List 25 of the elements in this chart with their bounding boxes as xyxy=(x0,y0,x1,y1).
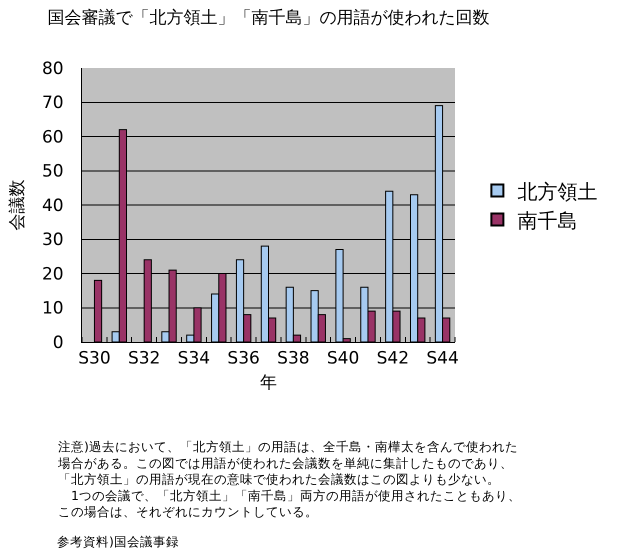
x-tick-label: S44 xyxy=(426,348,459,368)
y-tick-label: 80 xyxy=(42,58,64,79)
y-tick-label: 30 xyxy=(42,230,64,250)
y-tick-label: 10 xyxy=(42,298,64,319)
y-tick-label: 60 xyxy=(42,127,64,148)
x-tick-label: S36 xyxy=(227,348,260,368)
text: 参考資料)国会議事録 xyxy=(57,534,179,549)
y-tick-label: 20 xyxy=(42,264,64,284)
x-tick-label: S38 xyxy=(277,348,310,368)
x-tick-label: S40 xyxy=(326,348,360,368)
legend-label: 南千島 xyxy=(517,208,578,232)
x-axis-title: 年 xyxy=(260,372,277,393)
text: 注意)過去において、「北方領土」の用語は、全千島・南樺太を含んで使われた場合がある。この図では用語が使われた会議数を単純に集計したものであり、「北方領土」の用語が現在の意味で使われた会議数はこの図よりも少ない。 xyxy=(57,439,518,486)
chart-title: 国会審議で「北方領土」「南千島」の用語が使われた回数 xyxy=(48,8,490,28)
legend-label: 北方領土 xyxy=(517,179,598,204)
y-tick-label: 40 xyxy=(42,196,64,216)
x-tick-label: S32 xyxy=(128,348,160,368)
y-axis-title: 会議数 xyxy=(8,180,28,230)
x-tick-label: S34 xyxy=(178,348,210,368)
x-tick-label: S42 xyxy=(376,348,410,368)
x-tick-label: S30 xyxy=(78,348,111,368)
text: 1つの会議で、「北方領土」「南千島」両方の用語が使用されたこともあり、この場合は、それぞれにカウントしている。 xyxy=(58,488,521,519)
y-tick-label: 50 xyxy=(42,162,64,182)
y-tick-label: 70 xyxy=(42,93,64,114)
y-tick-label: 0 xyxy=(52,332,64,353)
